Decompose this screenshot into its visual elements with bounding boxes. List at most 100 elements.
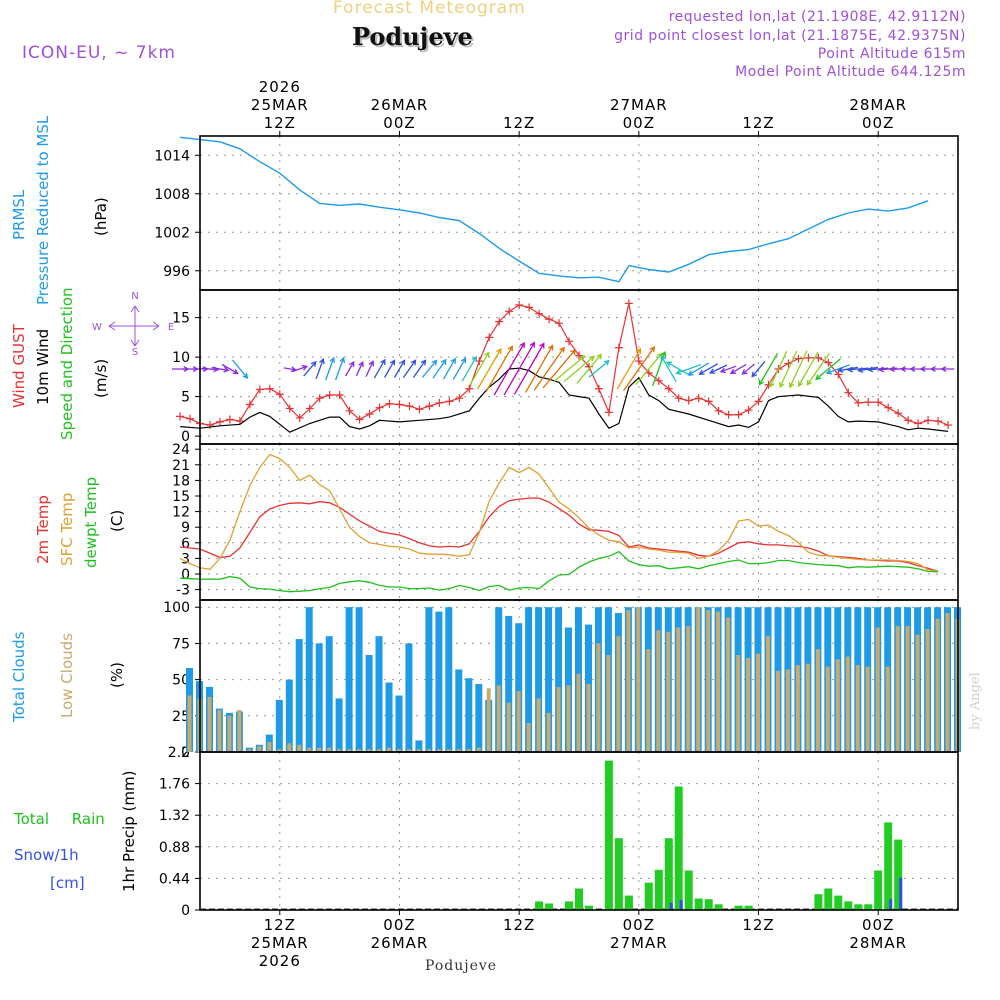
low-cloud-bar [277, 749, 282, 752]
rain-bar [664, 838, 673, 910]
temp-frame [199, 443, 959, 601]
model-altitude: Model Point Altitude 644.125m [735, 64, 966, 80]
wind-gust-point [604, 408, 613, 417]
wind-direction-arrow [788, 350, 808, 389]
wind-direction-arrow [758, 353, 779, 386]
rain-bar [844, 901, 853, 910]
wind-direction-arrow [373, 358, 386, 379]
total-cloud-bar [515, 623, 523, 752]
wind-direction-arrow [303, 360, 317, 377]
top-time-label: 00Z [383, 114, 415, 132]
wind-direction-arrow [687, 362, 710, 376]
top-time-label: 12Z [742, 114, 774, 132]
rain-bar [604, 760, 613, 910]
wind-direction-arrow [211, 366, 230, 373]
bottom-time-label: 25MAR [251, 934, 309, 952]
total-cloud-bar [305, 607, 313, 752]
low-cloud-bar [726, 617, 731, 752]
low-cloud-bar [885, 666, 890, 752]
rain-bar [535, 901, 544, 910]
chart-subtitle: Forecast Meteogram [333, 0, 526, 18]
wind-gust-point [525, 303, 534, 312]
temp-ytick-label: 3 [181, 551, 190, 567]
wind-gust-point [495, 317, 504, 326]
wind-gust-point [674, 394, 683, 403]
low-cloud-bar [367, 749, 372, 752]
rain-bar [674, 786, 683, 910]
wind-direction-arrow [877, 366, 898, 373]
wind-direction-arrow [461, 355, 477, 382]
wind-gust-point [614, 343, 623, 352]
rain-bar [545, 903, 554, 910]
total-cloud-bar [295, 639, 303, 752]
total-cloud-bar [275, 699, 283, 752]
low-cloud-bar [925, 629, 930, 752]
wind-gust-point [924, 416, 933, 425]
low-cloud-bar [546, 712, 551, 752]
total-cloud-bar [395, 695, 403, 752]
wind-gust-point [694, 394, 703, 403]
wind-direction-arrow [553, 355, 586, 383]
pressure-ytick-label: 1008 [154, 187, 190, 203]
wind-direction-arrow [412, 359, 427, 378]
low-cloud-bar [456, 749, 461, 752]
total-cloud-bar [535, 607, 543, 752]
wind-gust-point [874, 398, 883, 407]
precip-ytick-label: 0.88 [159, 840, 190, 856]
rain-bar [874, 870, 883, 910]
wind-gust-point [624, 299, 633, 308]
temp-ytick-label: 18 [172, 473, 190, 489]
low-cloud-bar [207, 697, 212, 752]
rain-bar [814, 894, 823, 910]
low-cloud-bar [436, 749, 441, 752]
wind-direction-arrow [769, 351, 788, 388]
low-cloud-bar [466, 749, 471, 752]
temp-ytick-label: 21 [172, 458, 190, 474]
wind-direction-arrow [857, 366, 879, 373]
low-cloud-bar [905, 626, 910, 752]
bottom-time-label: 00Z [383, 916, 415, 934]
wind-direction-arrow [334, 356, 346, 381]
low-cloud-bar [696, 607, 701, 752]
wind-gust-point [205, 421, 214, 430]
wind-direction-arrow [384, 359, 396, 378]
low-cloud-bar [387, 747, 391, 752]
wind-direction-arrow [665, 361, 691, 377]
low-cloud-bar [317, 747, 322, 752]
precip-ytick-label: 1.76 [159, 777, 190, 793]
low-cloud-bar [357, 749, 362, 752]
wind-gust-point [455, 394, 464, 403]
bottom-time-label: 12Z [742, 916, 774, 934]
wind-gust-point [594, 384, 603, 393]
wind-gust-point [884, 403, 893, 412]
low-cloud-bar [307, 747, 312, 752]
total-cloud-bar [475, 684, 483, 752]
snow-bar [899, 877, 903, 910]
rain-bar [684, 870, 693, 910]
wind-gust-point [664, 384, 673, 393]
compass-n: N [131, 291, 138, 302]
clouds-ytick-label: 75 [172, 636, 190, 652]
low-cloud-bar [606, 655, 611, 752]
top-time-label: 28MAR [849, 96, 907, 114]
wind-direction-arrow [660, 355, 677, 383]
snow-bar [889, 899, 893, 910]
compass-ns-arrows [130, 305, 140, 347]
total-cloud-bar [335, 698, 343, 752]
precip-ytick-label: 0.44 [159, 871, 190, 887]
low-cloud-bar [805, 663, 810, 752]
low-cloud-bar [835, 659, 840, 752]
low-cloud-bar [566, 685, 571, 752]
wind-ytick-label: 5 [181, 390, 190, 406]
wind-direction-arrow [493, 341, 525, 396]
wind-direction-arrow [866, 366, 889, 373]
wind-direction-arrow [231, 359, 249, 379]
total-cloud-bar [495, 607, 503, 752]
wind-gust-point [305, 404, 314, 413]
prmsl-line [180, 136, 929, 283]
gridpoint-coords: grid point closest lon,lat (21.1875E, 42… [614, 28, 966, 44]
pressure-frame [199, 135, 959, 291]
compass-e: E [168, 322, 174, 333]
wind-gust-point [704, 397, 713, 406]
top-time-label: 00Z [862, 114, 894, 132]
